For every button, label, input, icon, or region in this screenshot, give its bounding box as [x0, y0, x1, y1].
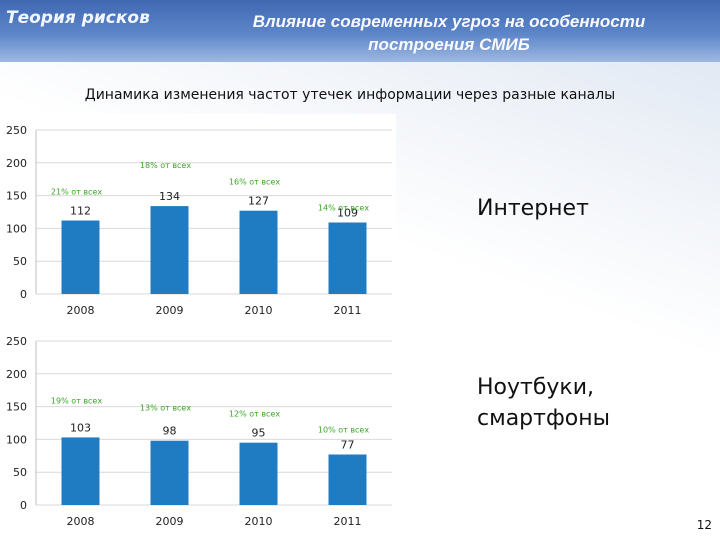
- y-tick-label: 50: [13, 466, 27, 479]
- share-annotation: 18% от всех: [140, 161, 191, 170]
- share-annotation: 19% от всех: [51, 396, 102, 405]
- bar: [239, 442, 278, 505]
- y-tick-label: 250: [6, 124, 27, 137]
- chart-subtitle: Динамика изменения частот утечек информа…: [84, 87, 616, 103]
- x-tick-label: 2008: [67, 304, 95, 317]
- x-tick-label: 2011: [334, 304, 362, 317]
- laptops-label-line1: Ноутбуки,: [477, 375, 595, 400]
- y-tick-label: 50: [13, 255, 27, 268]
- y-tick-label: 150: [6, 401, 27, 414]
- internet-chart: 0 50 100 150 200 250 112 21% от всех 2008 134 18% …: [0, 114, 396, 322]
- share-annotation: 12% от всех: [229, 410, 280, 419]
- y-tick-label: 250: [6, 335, 27, 348]
- x-tick-label: 2011: [334, 515, 362, 528]
- header-bar: Теория рисков Влияние современных угроз …: [0, 0, 720, 62]
- y-tick-label: 200: [6, 368, 27, 381]
- y-tick-label: 0: [20, 499, 27, 512]
- laptops-chart: 0 50 100 150 200 250 103 19% от всех 2008 98 13% о…: [0, 325, 396, 533]
- share-annotation: 21% от всех: [51, 188, 102, 197]
- x-tick-label: 2008: [67, 515, 95, 528]
- share-annotation: 10% от всех: [318, 425, 369, 434]
- x-tick-label: 2009: [156, 515, 184, 528]
- bar-value-label: 77: [341, 438, 355, 451]
- bar: [61, 220, 100, 294]
- page-number: 12: [696, 518, 712, 532]
- bar: [150, 206, 189, 294]
- bar: [239, 210, 278, 294]
- x-tick-label: 2010: [245, 515, 273, 528]
- y-tick-label: 150: [6, 190, 27, 203]
- bar: [61, 437, 100, 505]
- laptops-label: Ноутбуки, смартфоны: [477, 372, 677, 434]
- bar-value-label: 109: [337, 206, 358, 219]
- y-tick-label: 0: [20, 288, 27, 301]
- share-annotation: 14% от всех: [318, 203, 369, 212]
- bar-value-label: 134: [159, 190, 180, 203]
- y-tick-label: 100: [6, 433, 27, 446]
- internet-label: Интернет: [477, 196, 589, 221]
- bar-value-label: 127: [248, 195, 269, 208]
- bar-value-label: 98: [163, 425, 177, 438]
- bar: [328, 222, 367, 294]
- section-title: Теория рисков: [6, 8, 150, 28]
- y-tick-label: 200: [6, 157, 27, 170]
- bar-value-label: 103: [70, 421, 91, 434]
- bar: [150, 440, 189, 505]
- bar-value-label: 112: [70, 205, 91, 218]
- y-tick-label: 100: [6, 222, 27, 235]
- x-tick-label: 2009: [156, 304, 184, 317]
- internet-chart-svg: 0 50 100 150 200 250 112 21% от всех 2008 134 18% …: [6, 124, 392, 317]
- bar-value-label: 95: [252, 427, 266, 440]
- share-annotation: 13% от всех: [140, 404, 191, 413]
- x-tick-label: 2010: [245, 304, 273, 317]
- slide-title: Влияние современных угроз на особенности…: [252, 12, 646, 54]
- laptops-label-line2: смартфоны: [477, 406, 610, 431]
- laptops-chart-svg: 0 50 100 150 200 250 103 19% от всех 2008 98 13% о…: [6, 335, 392, 528]
- share-annotation: 16% от всех: [229, 178, 280, 187]
- bar: [328, 454, 367, 505]
